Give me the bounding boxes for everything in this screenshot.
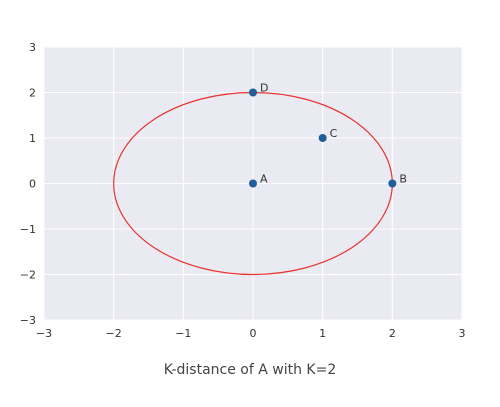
y-tick-label: 3 [29,41,36,54]
x-tick-label: 3 [459,327,466,340]
point-c [318,134,327,142]
x-tick-label: −2 [106,327,122,340]
y-tick-label: 1 [29,132,36,145]
y-tick-label: −1 [20,223,36,236]
point-a [249,179,257,188]
x-tick-label: 1 [319,327,326,340]
x-tick-label: −1 [175,327,191,340]
y-tick-label: 0 [29,178,36,191]
y-tick-label: −3 [20,314,36,327]
point-label-c: C [330,127,338,140]
x-axis-tick-labels: −3 −2 −1 0 1 2 3 [36,327,466,340]
y-tick-label: −2 [20,269,36,282]
y-tick-label: 2 [29,87,36,100]
chart-caption: K-distance of A with K=2 [163,362,337,378]
x-tick-label: 2 [389,327,396,340]
data-points: A B C D [249,82,407,188]
point-d [249,88,257,97]
x-tick-label: −3 [36,327,52,340]
y-axis-tick-labels: 3 2 1 0 −1 −2 −3 [20,41,36,327]
point-label-b: B [399,173,407,186]
point-label-d: D [260,82,268,95]
x-tick-label: 0 [250,327,257,340]
point-label-a: A [260,173,268,186]
point-b [388,179,397,188]
